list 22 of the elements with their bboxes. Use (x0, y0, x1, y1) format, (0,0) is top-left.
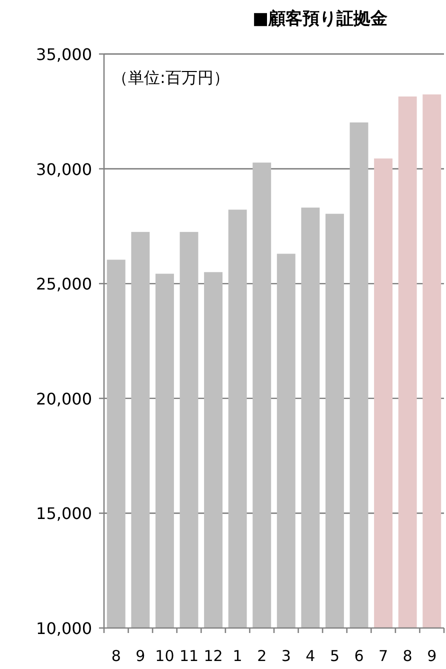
x-tick-label: 10 (155, 647, 174, 665)
x-tick-label: 8 (402, 647, 412, 665)
y-tick-label: 10,000 (36, 619, 92, 638)
x-tick-label: 6 (354, 647, 364, 665)
x-tick-label: 7 (378, 647, 388, 665)
chart-title: ■顧客預り証拠金 (252, 9, 388, 29)
x-tick-label: 11 (179, 647, 199, 665)
y-tick-label: 15,000 (36, 504, 92, 524)
annotation: （単位:百万円） (112, 68, 230, 87)
y-tick-label: 35,000 (36, 45, 92, 64)
x-tick-label: 5 (330, 647, 340, 665)
x-tick-label: 9 (427, 647, 437, 665)
y-tick-label: 25,000 (36, 274, 92, 294)
x-tick-label: 3 (281, 647, 291, 665)
y-tick-label: 30,000 (36, 160, 92, 179)
x-tick-label: 1 (232, 647, 242, 665)
x-tick-label: 9 (136, 647, 146, 665)
x-tick-label: 8 (111, 647, 121, 665)
x-tick-label: 12 (204, 647, 223, 665)
x-tick-label: 4 (306, 647, 316, 665)
x-tick-label: 2 (257, 647, 267, 665)
y-tick-label: 20,000 (36, 389, 92, 408)
